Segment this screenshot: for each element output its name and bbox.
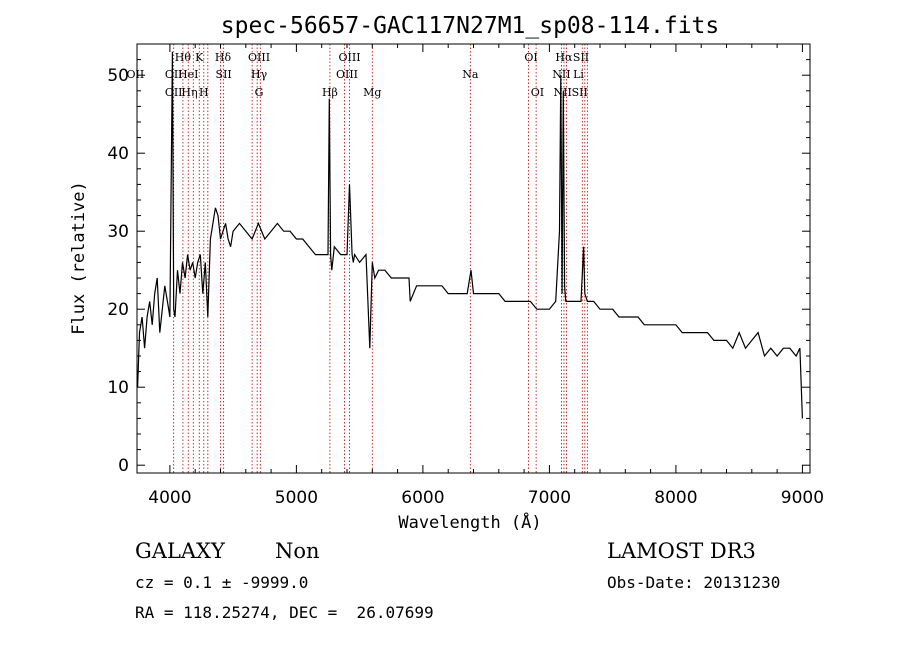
line-label: OII — [165, 68, 183, 81]
coordinates: RA = 118.25274, DEC = 26.07699 — [135, 603, 434, 622]
line-label: OIII — [336, 68, 358, 81]
line-label: Li — [573, 68, 584, 81]
line-label: OI — [531, 86, 544, 99]
line-label: HeI — [178, 68, 198, 81]
y-axis: 0 10 20 30 40 50 — [107, 59, 810, 476]
line-label: Mg — [363, 86, 381, 99]
y-axis-label: Flux (relative) — [69, 181, 89, 335]
x-tick-label: 6000 — [401, 488, 444, 508]
object-class: GALAXY — [135, 539, 225, 563]
line-label: Hα — [555, 51, 573, 64]
y-tick-label: 10 — [107, 378, 129, 398]
line-label: OIII — [338, 51, 360, 64]
y-tick-label: 50 — [107, 66, 129, 86]
line-label: Hγ — [251, 68, 268, 81]
x-tick-label: 9000 — [781, 488, 824, 508]
line-label: H — [199, 86, 209, 99]
chart-title: spec-56657-GAC117N27M1_sp08-114.fits — [221, 13, 720, 39]
y-tick-label: 0 — [118, 456, 129, 476]
line-label: NII — [552, 68, 570, 81]
observation-date: Obs-Date: 20131230 — [607, 573, 781, 592]
line-label: Hδ — [215, 51, 232, 64]
emission-line-markers — [173, 44, 588, 473]
line-label: OI — [524, 51, 537, 64]
line-label: OIII — [248, 51, 270, 64]
redshift-cz: cz = 0.1 ± -9999.0 — [135, 573, 309, 592]
line-label: Hβ — [322, 86, 338, 99]
y-tick-label: 40 — [107, 144, 129, 164]
line-label: OII — [165, 86, 183, 99]
x-tick-label: 8000 — [654, 488, 697, 508]
x-tick-label: 7000 — [528, 488, 571, 508]
line-label: SII — [216, 68, 232, 81]
line-label: K — [195, 51, 204, 64]
line-label: SII — [572, 86, 588, 99]
x-tick-label: 4000 — [148, 488, 191, 508]
line-label: G — [255, 86, 264, 99]
y-tick-label: 20 — [107, 300, 129, 320]
line-label: SII — [573, 51, 589, 64]
y-tick-label: 30 — [107, 222, 129, 242]
x-axis: 4000 5000 6000 7000 8000 9000 — [148, 44, 824, 508]
line-label: NII — [554, 86, 572, 99]
line-label: Na — [462, 68, 479, 81]
survey-name: LAMOST DR3 — [607, 539, 756, 563]
emission-line-labels: OII OII OII Hθ HeI Hη K H Hδ SII OIII Hγ G Hβ OIII OIII… — [126, 51, 589, 99]
x-tick-label: 5000 — [275, 488, 318, 508]
line-label: Hη — [181, 86, 197, 99]
plot-frame — [136, 43, 811, 474]
spectrum-line — [137, 51, 803, 419]
line-label: Hθ — [175, 51, 192, 64]
object-subclass: Non — [275, 539, 320, 563]
x-axis-label: Wavelength (Å) — [398, 511, 541, 533]
line-label: OII — [126, 68, 144, 81]
